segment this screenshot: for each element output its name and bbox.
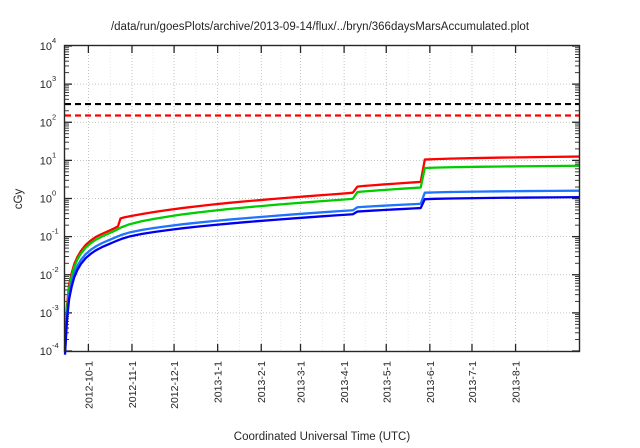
y-tick-label: 10 (40, 155, 52, 167)
series-darkblue (63, 196, 580, 355)
y-tick-label: 10 (40, 79, 52, 91)
y-tick-exponent: -1 (52, 227, 59, 236)
series-lightblue (63, 189, 580, 353)
y-tick-exponent: 0 (52, 189, 56, 198)
y-tick-label-group: 102 (40, 112, 56, 129)
minor-ticks (65, 47, 579, 340)
x-tick-label: 2013-4-1 (339, 361, 351, 403)
y-tick-label: 10 (40, 346, 52, 358)
y-tick-exponent: -3 (52, 303, 59, 312)
x-axis-ticks (87, 46, 517, 351)
x-tick-label: 2012-10-1 (83, 361, 95, 409)
y-tick-label-group: 103 (40, 74, 56, 91)
y-tick-label: 10 (40, 194, 52, 206)
x-tick-label: 2013-5-1 (381, 361, 393, 403)
series-red (63, 155, 580, 349)
y-tick-label-group: 10-4 (40, 341, 59, 358)
reference-lines (65, 102, 579, 117)
y-axis-title: cGy (13, 189, 25, 210)
y-tick-label-group: 104 (40, 36, 56, 53)
x-axis-tick-labels: 2012-10-1 2012-11-1 2012-12-1 2013-1-1 2013-… (83, 361, 522, 409)
y-tick-exponent: 1 (52, 150, 56, 159)
y-tick-label-group: 10-2 (40, 265, 59, 282)
x-tick-label: 2013-7-1 (467, 361, 479, 403)
y-tick-exponent: 3 (52, 74, 56, 83)
y-tick-exponent: 2 (52, 112, 56, 121)
x-tick-label: 2013-8-1 (511, 361, 523, 403)
x-axis-title: Coordinated Universal Time (UTC) (234, 431, 411, 443)
x-tick-label: 2013-6-1 (425, 361, 437, 403)
x-tick-label: 2013-2-1 (256, 361, 268, 403)
y-tick-label: 10 (40, 270, 52, 282)
plot-frame (63, 44, 581, 353)
y-tick-label-group: 10-1 (40, 227, 59, 244)
y-tick-exponent: -2 (52, 265, 59, 274)
x-tick-label: 2012-11-1 (127, 361, 139, 408)
y-tick-label: 10 (40, 117, 52, 129)
data-series (63, 155, 580, 355)
y-tick-label-group: 100 (40, 189, 56, 206)
y-tick-exponent: -4 (52, 341, 59, 350)
y-tick-label: 10 (40, 232, 52, 244)
y-tick-label-group: 10-3 (40, 303, 59, 320)
y-tick-exponent: 4 (52, 36, 56, 45)
x-tick-label: 2013-3-1 (296, 361, 308, 403)
y-tick-label: 10 (40, 41, 52, 53)
x-tick-label: 2013-1-1 (213, 361, 225, 403)
page-title: /data/run/goesPlots/archive/2013-09-14/f… (111, 21, 530, 33)
series-green (63, 164, 580, 352)
y-tick-label: 10 (40, 308, 52, 320)
x-tick-label: 2012-12-1 (169, 361, 181, 409)
y-tick-label-group: 101 (40, 150, 56, 167)
